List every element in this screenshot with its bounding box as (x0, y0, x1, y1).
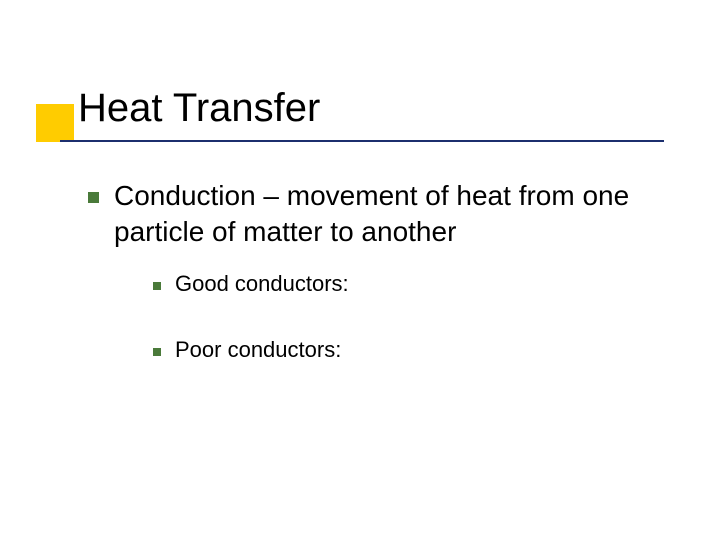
bullet-icon (88, 192, 99, 203)
bullet-level1-text: Conduction – movement of heat from one p… (114, 178, 654, 250)
title-underline (60, 140, 664, 142)
accent-box (36, 104, 74, 142)
bullet-icon (153, 282, 161, 290)
slide: Heat Transfer Conduction – movement of h… (0, 0, 720, 540)
bullet-level2-text: Poor conductors: (175, 337, 341, 363)
slide-title: Heat Transfer (78, 86, 320, 131)
bullet-level2-text: Good conductors: (175, 271, 349, 297)
bullet-icon (153, 348, 161, 356)
